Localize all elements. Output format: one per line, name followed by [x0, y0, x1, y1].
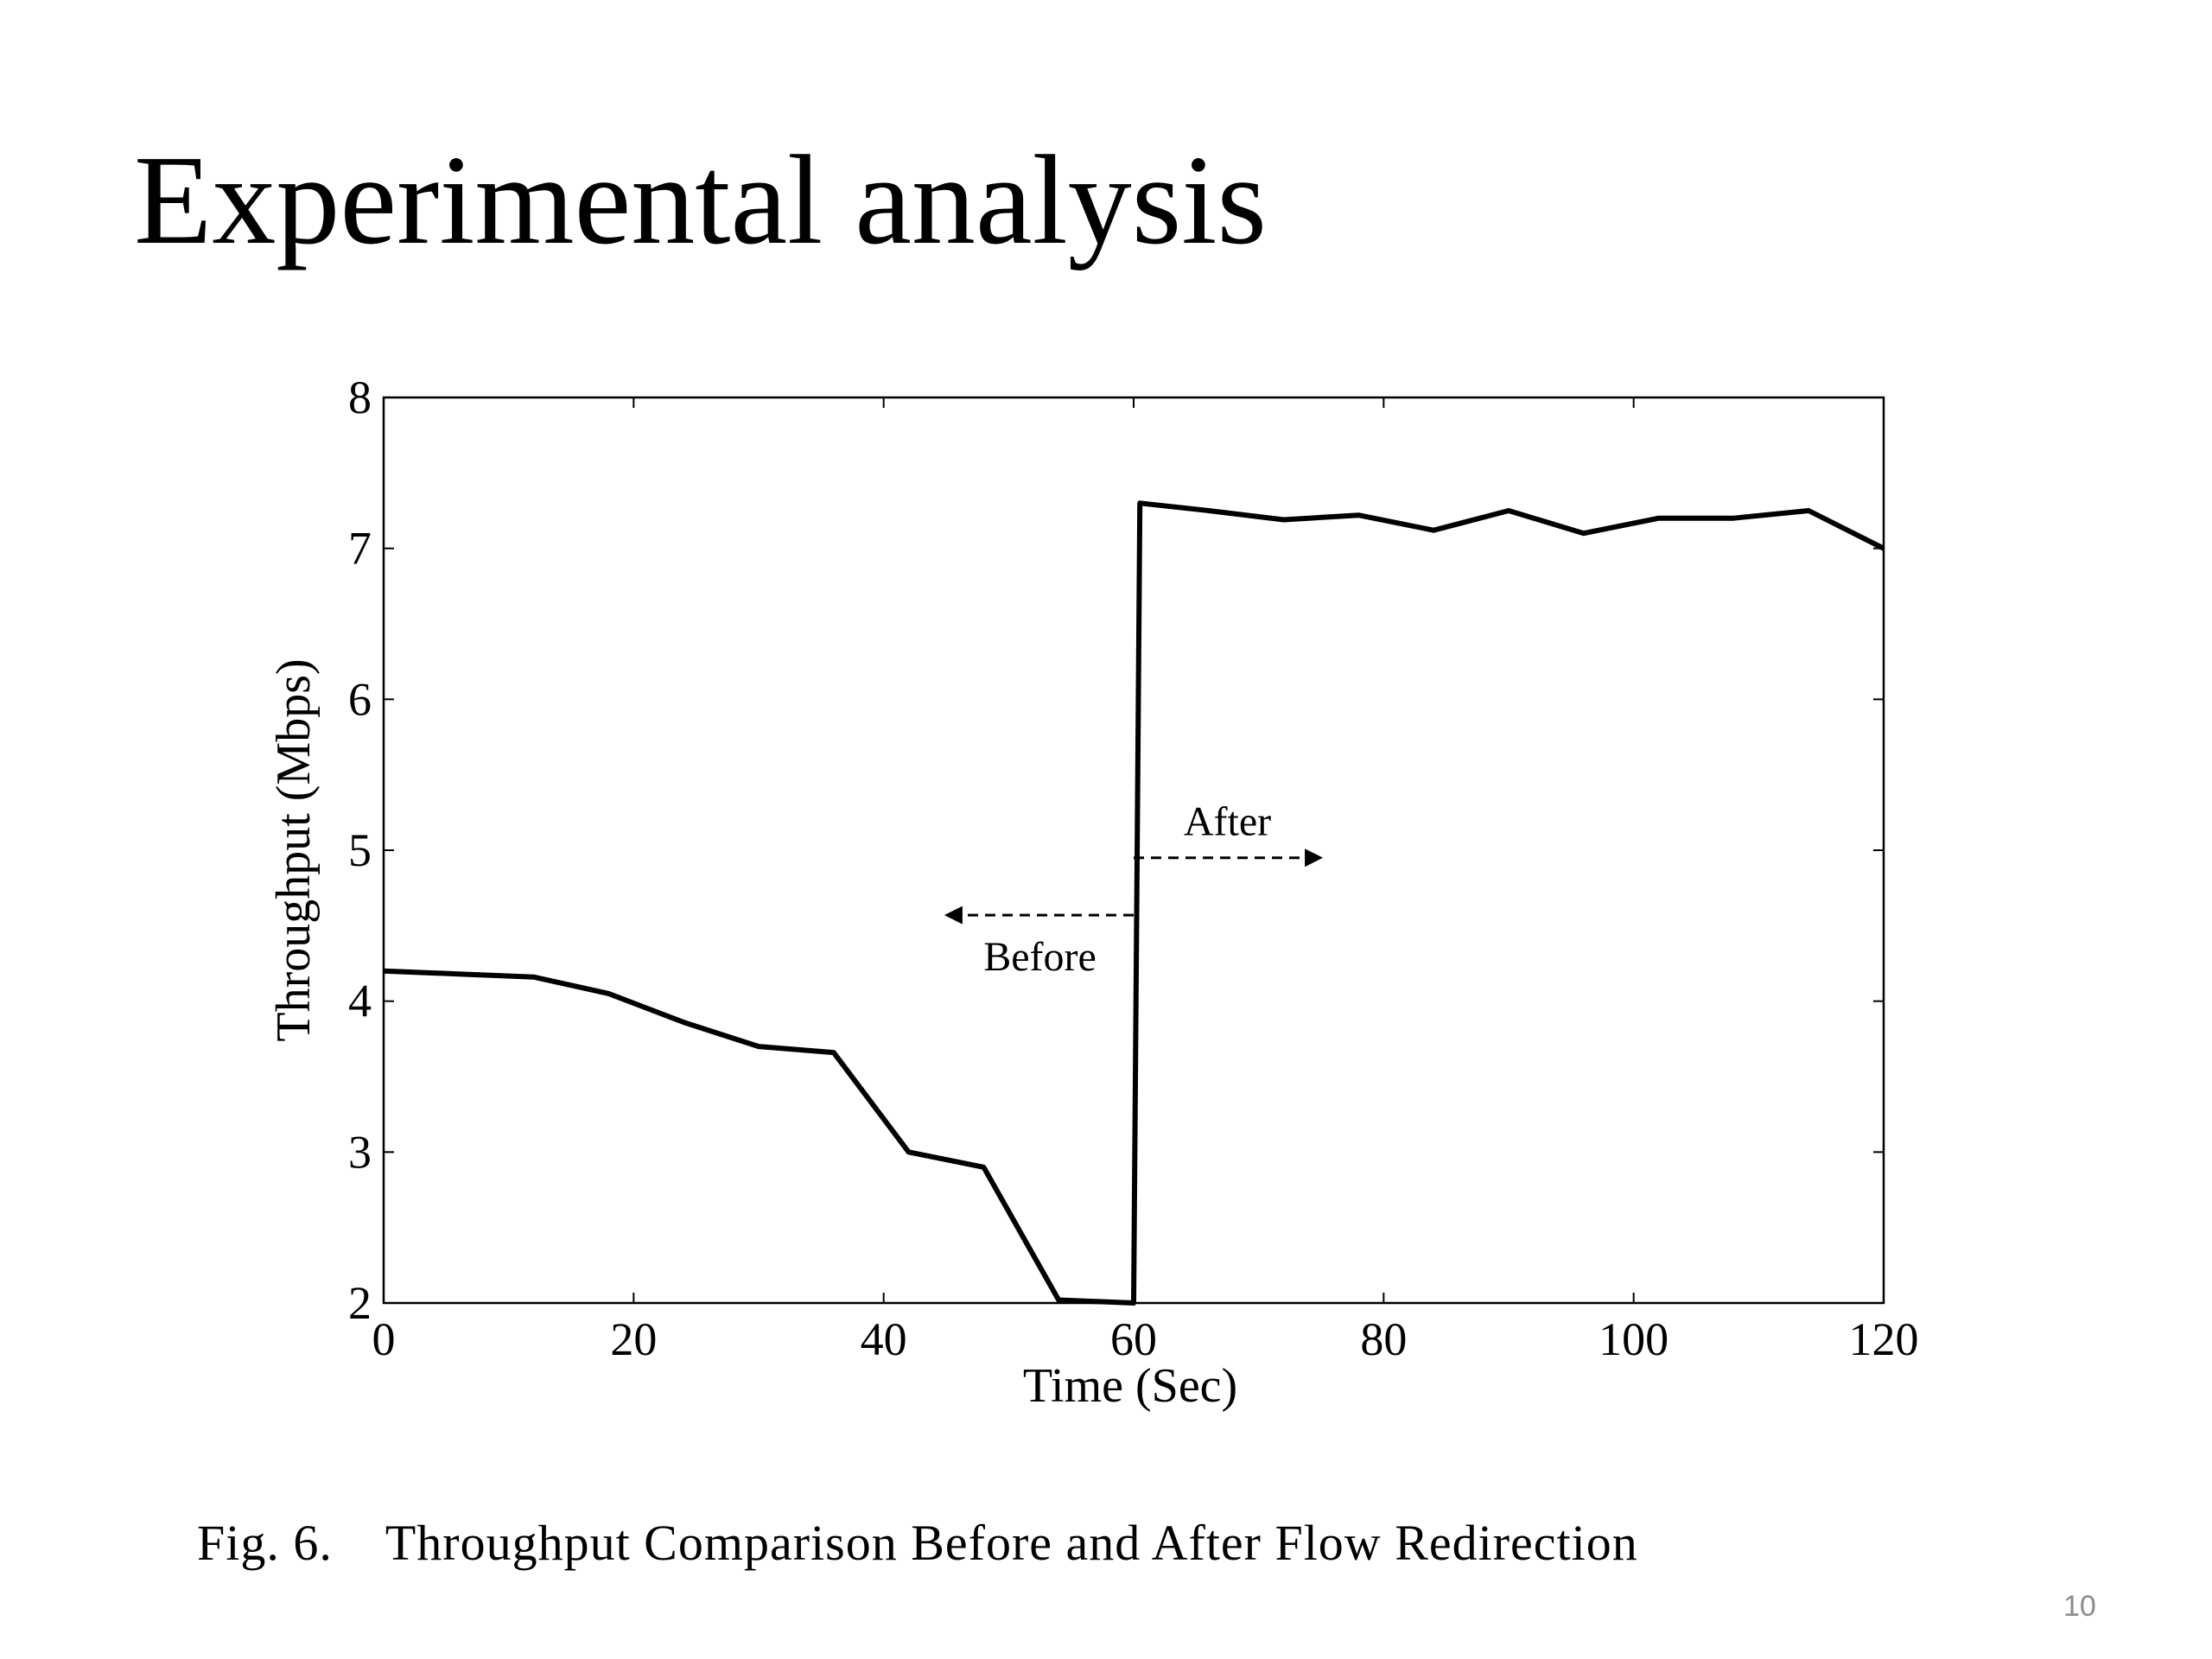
slide-title: Experimental analysis [134, 130, 1268, 271]
x-tick-label: 80 [1360, 1313, 1407, 1365]
x-tick-label: 0 [372, 1313, 396, 1365]
annotations: Before After [944, 799, 1324, 980]
annotation-label-before: Before [983, 934, 1096, 980]
y-tick-label: 4 [348, 976, 372, 1027]
x-tick-label: 100 [1599, 1313, 1669, 1365]
series-lines [383, 500, 1885, 1306]
x-tick-label: 40 [861, 1313, 907, 1365]
page-number: 10 [2063, 1590, 2096, 1623]
y-tick-label: 2 [348, 1277, 372, 1329]
y-tick-labels: 2 3 4 5 6 7 8 [348, 372, 372, 1329]
x-tick-labels: 0 20 40 60 80 100 120 [372, 1313, 1919, 1365]
x-tick-label: 120 [1849, 1313, 1919, 1365]
y-tick-label: 5 [348, 824, 372, 876]
y-tick-label: 8 [348, 372, 372, 423]
y-tick-label: 6 [348, 673, 372, 725]
x-tick-label: 60 [1110, 1313, 1157, 1365]
y-tick-label: 7 [348, 523, 372, 575]
y-axis-label: Throughput (Mbps) [267, 658, 321, 1041]
y-tick-label: 3 [348, 1126, 372, 1178]
x-axis-label: Time (Sec) [1023, 1359, 1237, 1413]
x-tick-label: 20 [610, 1313, 657, 1365]
annotation-label-after: After [1184, 799, 1271, 845]
series-line-0 [383, 500, 1885, 1306]
figure-caption: Fig. 6. Throughput Comparison Before and… [197, 1515, 1638, 1571]
